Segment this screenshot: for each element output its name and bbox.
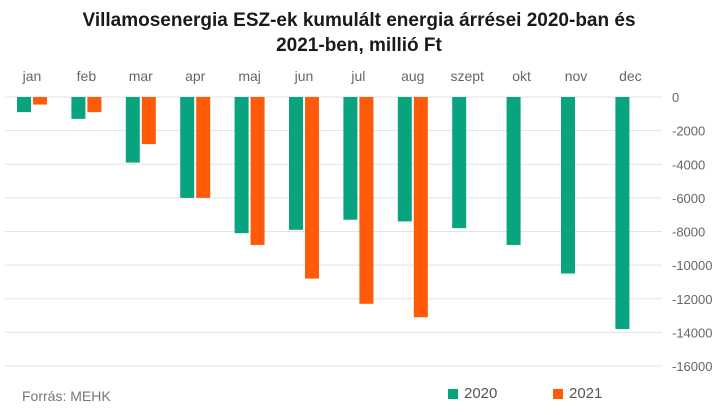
chart-title: Villamosenergia ESZ-ek kumulált energia … [0,8,718,58]
x-category-label: aug [401,68,424,84]
x-category-label: jan [22,68,42,84]
bar-2020-jan [17,97,31,113]
bar-2020-okt [506,97,521,245]
legend-label-2021: 2021 [569,385,603,402]
x-category-label: apr [185,68,206,84]
y-tick-label: -14000 [672,325,712,340]
bar-2021-mar [141,97,156,145]
bar-2020-jul [343,97,358,220]
y-tick-label: -6000 [672,191,705,206]
legend-swatch-2020 [448,388,458,399]
legend-item-2021: 2021 [553,385,602,402]
bar-2020-aug [397,97,412,222]
x-category-label: szept [450,68,484,84]
bar-2020-dec [615,97,630,330]
category-labels: jan feb mar apr maj jun jul aug szept okt nov dec [22,68,642,84]
bar-2020-mar [125,97,140,163]
bar-2021-apr [196,97,211,198]
y-tick-label: -8000 [672,225,705,240]
y-tick-label: -2000 [672,124,705,139]
bar-2021-aug [413,97,428,318]
legend-swatch-2021 [553,388,563,399]
x-category-label: feb [77,68,97,84]
x-category-label: nov [565,68,588,84]
x-category-label: okt [512,68,531,84]
bar-2021-maj [250,97,265,245]
bar-2020-apr [180,97,195,198]
y-tick-label: -12000 [672,292,712,307]
bar-2021-jul [359,97,374,304]
x-category-label: jun [294,68,314,84]
x-category-label: dec [619,68,642,84]
legend-item-2020: 2020 [448,385,497,402]
y-tick-label: -16000 [672,359,712,374]
x-category-label: mar [129,68,153,84]
y-tick-label: -4000 [672,157,705,172]
bar-2020-feb [71,97,86,119]
gridlines [5,96,662,367]
x-category-label: jul [350,68,365,84]
source-note: Forrás: MEHK [22,388,111,404]
bar-2021-jan [33,97,47,105]
y-tick-label: -10000 [672,258,712,273]
chart-title-line2: 2021-ben, millió Ft [276,35,442,56]
bar-2021-jun [305,97,319,279]
legend-label-2020: 2020 [464,385,498,402]
bar-2021-feb [87,97,102,113]
bar-2020-szept [452,97,467,229]
bar-2020-maj [234,97,249,234]
x-category-label: maj [238,68,261,84]
bars [17,97,630,330]
y-axis-ticks: 0 -2000 -4000 -6000 -8000 -10000 -12000 -14000 -… [672,90,712,374]
bar-2020-jun [289,97,303,230]
chart-title-line1: Villamosenergia ESZ-ek kumulált energia … [82,10,636,31]
y-tick-label: 0 [672,90,679,105]
bar-2020-nov [561,97,575,274]
